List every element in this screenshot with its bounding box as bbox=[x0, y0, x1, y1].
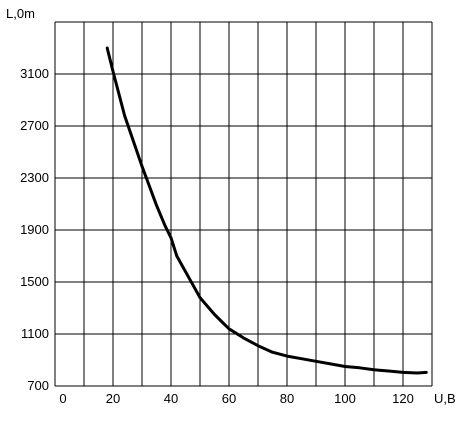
x-tick-label: 80 bbox=[280, 391, 294, 406]
x-tick-label: 0 bbox=[59, 391, 66, 406]
y-tick-label: 3100 bbox=[20, 66, 49, 81]
y-tick-label: 2300 bbox=[20, 170, 49, 185]
y-tick-label: 700 bbox=[27, 378, 49, 393]
x-tick-label: 20 bbox=[106, 391, 120, 406]
x-tick-label: 60 bbox=[222, 391, 236, 406]
series-line-0 bbox=[105, 46, 428, 375]
grid-layer bbox=[55, 21, 433, 386]
y-tick-label: 2700 bbox=[20, 118, 49, 133]
y-tick-label: 1900 bbox=[20, 222, 49, 237]
series-layer bbox=[105, 46, 428, 375]
x-tick-label: 100 bbox=[334, 391, 356, 406]
x-axis-label: U,B bbox=[434, 391, 456, 406]
y-tick-label: 1500 bbox=[20, 274, 49, 289]
y-tick-label: 1100 bbox=[21, 326, 49, 341]
y-axis-label: L,0m bbox=[6, 6, 35, 21]
axis-layer bbox=[54, 22, 432, 387]
tick-label-layer: 0 20 40 60 80 100 120 700 1100 1500 1900 2300 2700 31… bbox=[20, 66, 414, 406]
x-tick-label: 40 bbox=[164, 391, 178, 406]
x-tick-label: 120 bbox=[392, 391, 414, 406]
